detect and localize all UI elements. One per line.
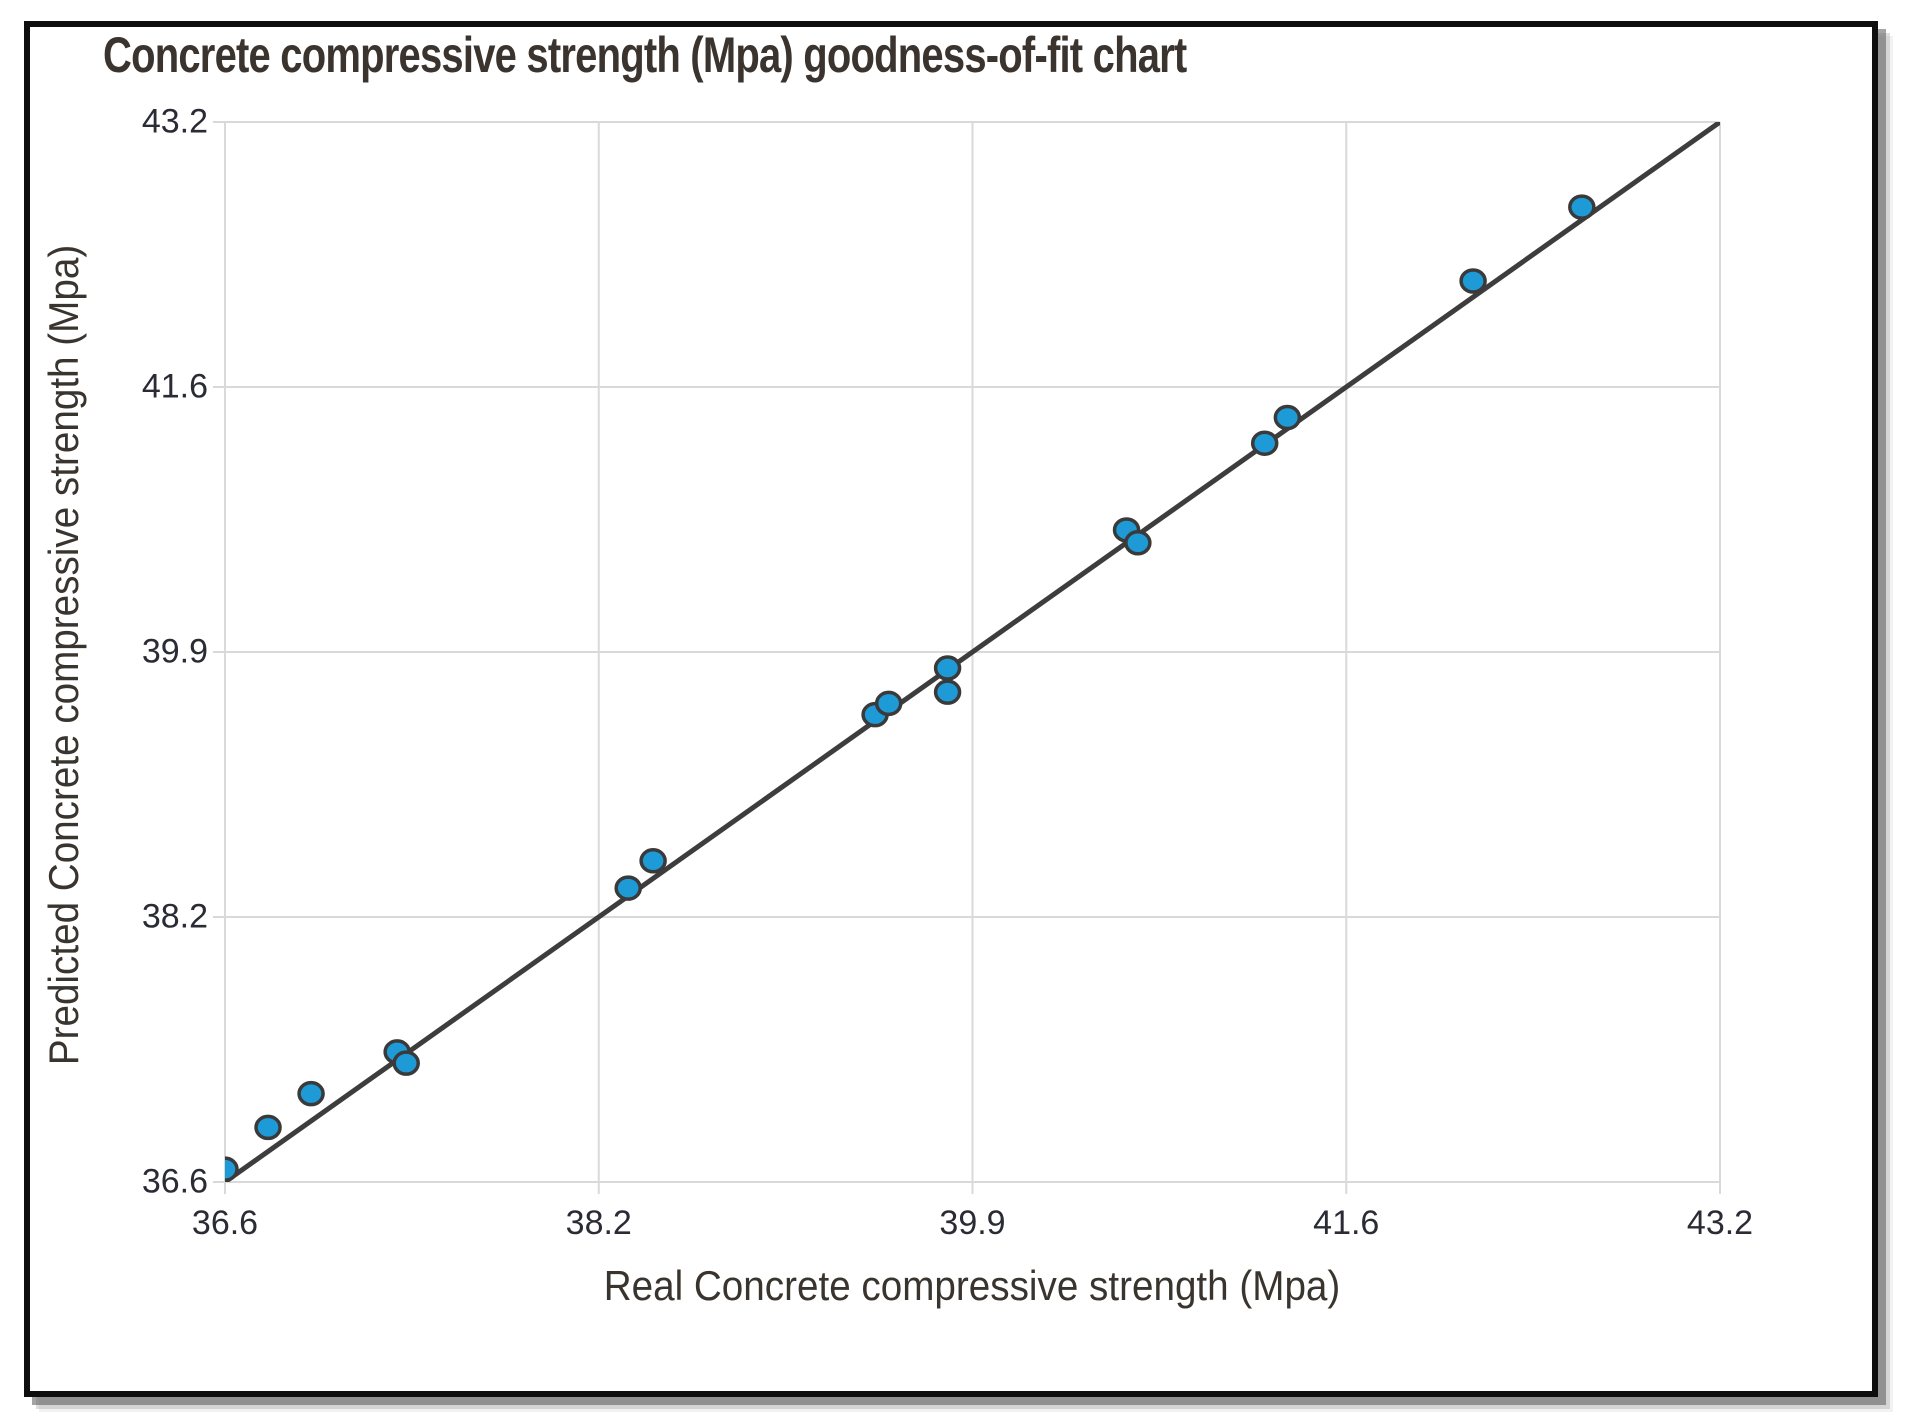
data-point[interactable]	[1273, 404, 1302, 431]
data-point[interactable]	[933, 655, 962, 681]
x-axis-title: Real Concrete compressive strength (Mpa)	[603, 1262, 1341, 1309]
data-point[interactable]	[1250, 430, 1279, 456]
y-tick-label: 43.2	[141, 102, 208, 141]
y-tick-label: 41.6	[141, 367, 208, 406]
data-point[interactable]	[874, 690, 903, 717]
chart-card	[24, 21, 1878, 1397]
y-tick-label: 38.2	[141, 897, 208, 936]
chart-title: Concrete compressive strength (Mpa) good…	[103, 27, 1187, 83]
data-point[interactable]	[254, 1114, 282, 1141]
data-point[interactable]	[213, 1156, 239, 1182]
data-point[interactable]	[392, 1050, 420, 1076]
y-tick-label: 39.9	[141, 632, 208, 671]
fit-line	[225, 122, 1720, 1182]
data-point[interactable]	[639, 848, 667, 874]
x-tick-label: 43.2	[1686, 1204, 1754, 1242]
data-point[interactable]	[614, 875, 642, 901]
data-point[interactable]	[1459, 268, 1487, 294]
data-point[interactable]	[933, 679, 962, 705]
y-tick-label: 36.6	[141, 1162, 208, 1201]
y-axis-title: Predicted Concrete compressive strength …	[40, 244, 87, 1066]
data-point[interactable]	[297, 1080, 325, 1107]
x-tick-label: 38.2	[565, 1204, 632, 1242]
data-point[interactable]	[1124, 530, 1152, 556]
x-tick-label: 39.9	[939, 1204, 1006, 1242]
x-tick-label: 41.6	[1313, 1204, 1380, 1242]
data-point[interactable]	[1568, 194, 1596, 220]
x-tick-label: 36.6	[191, 1204, 259, 1242]
